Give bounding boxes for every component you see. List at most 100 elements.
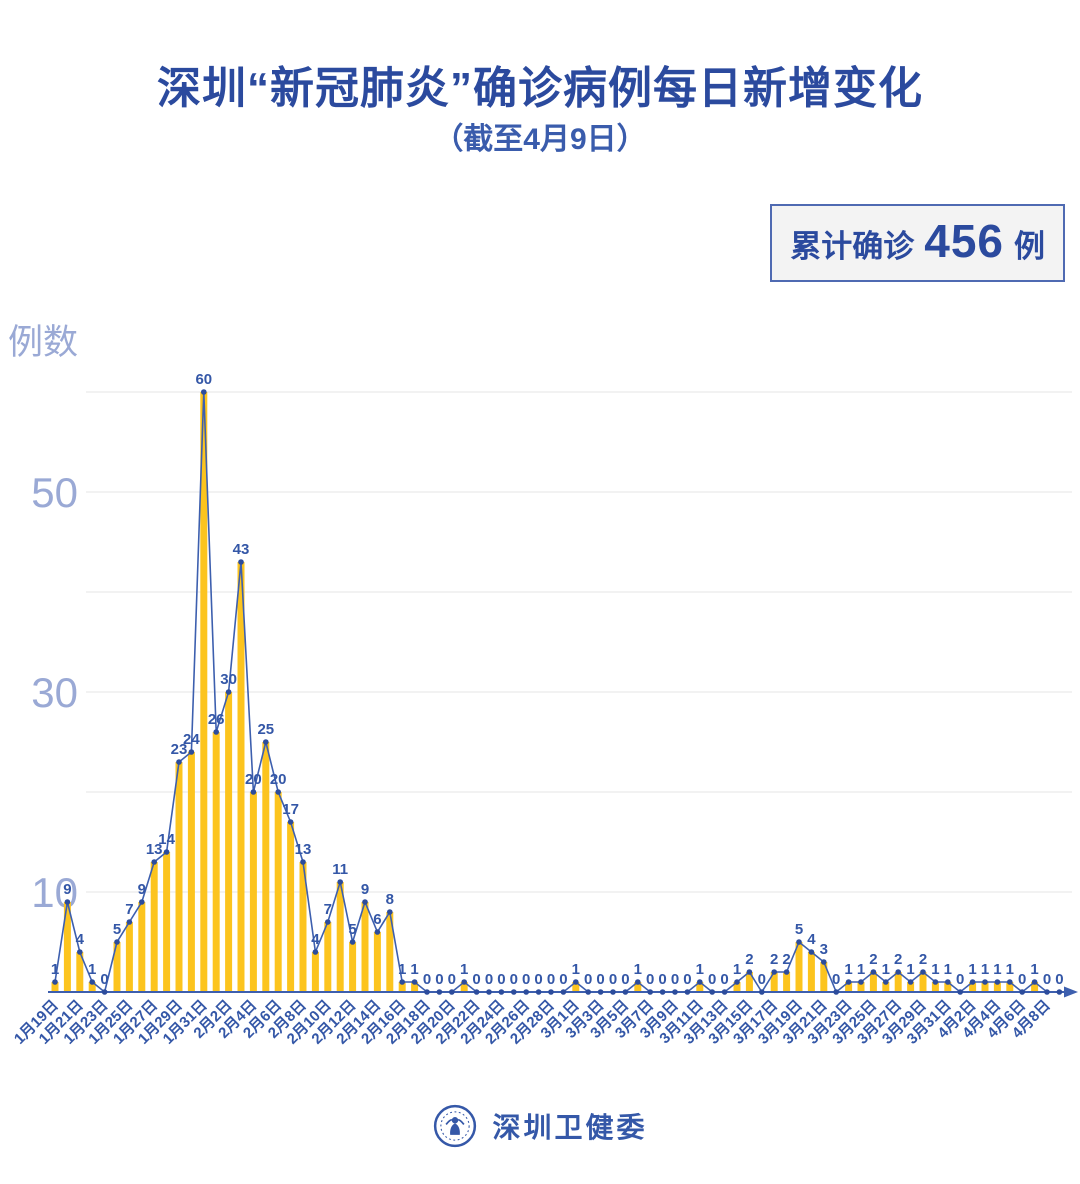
bar — [572, 982, 580, 992]
value-label: 2 — [894, 951, 902, 968]
value-label: 1 — [696, 961, 704, 978]
data-point — [808, 949, 815, 955]
value-label: 9 — [63, 881, 71, 898]
value-label: 4 — [76, 931, 85, 948]
value-label: 0 — [832, 971, 840, 988]
data-point — [659, 989, 666, 995]
bars — [51, 392, 1039, 992]
data-point — [163, 849, 170, 855]
data-point — [201, 389, 207, 395]
value-label: 1 — [857, 961, 865, 978]
value-label: 0 — [485, 971, 493, 988]
bar — [969, 982, 977, 992]
data-point — [399, 979, 406, 985]
bar — [63, 902, 71, 992]
bar — [783, 972, 791, 992]
value-label: 1 — [1030, 961, 1038, 978]
data-point — [89, 979, 95, 985]
bar — [287, 822, 295, 992]
value-label: 1 — [1006, 961, 1014, 978]
value-label: 26 — [208, 711, 225, 728]
data-point — [387, 909, 393, 915]
value-label: 0 — [956, 971, 964, 988]
value-label: 1 — [572, 961, 580, 978]
bar — [869, 972, 877, 992]
data-point — [349, 939, 356, 945]
cumulative-total-badge: 累计确诊 456 例 — [770, 204, 1065, 282]
y-tick-label: 50 — [31, 469, 78, 516]
value-label: 5 — [348, 921, 356, 938]
value-label: 0 — [609, 971, 617, 988]
data-point — [188, 749, 195, 755]
value-label: 0 — [683, 971, 691, 988]
bar — [386, 912, 394, 992]
value-label: 25 — [257, 721, 274, 738]
data-point — [77, 949, 83, 955]
value-label: 9 — [361, 881, 369, 898]
value-label: 30 — [220, 671, 237, 688]
value-label: 5 — [795, 921, 803, 938]
bar — [1006, 982, 1014, 992]
bar — [113, 942, 121, 992]
value-label: 0 — [534, 971, 542, 988]
bar — [274, 792, 282, 992]
shenzhen-health-logo-icon — [434, 1104, 477, 1148]
value-label: 0 — [435, 971, 443, 988]
value-label: 43 — [233, 541, 250, 558]
data-point — [1031, 979, 1038, 985]
bar — [187, 752, 195, 992]
data-point — [424, 989, 430, 995]
bar — [51, 982, 59, 992]
data-point — [548, 989, 554, 995]
footer: 深圳卫健委 — [0, 1103, 1080, 1149]
value-label: 23 — [171, 741, 188, 758]
data-point — [945, 979, 951, 985]
data-point — [920, 969, 926, 975]
value-label: 1 — [733, 961, 741, 978]
data-point — [151, 859, 157, 865]
value-label: 11 — [332, 861, 348, 878]
value-label: 1 — [844, 961, 852, 978]
data-point — [473, 989, 480, 995]
data-point — [1056, 989, 1063, 995]
value-label: 6 — [373, 911, 381, 928]
cumulative-unit: 例 — [1014, 229, 1045, 264]
data-point — [535, 989, 542, 995]
value-label: 9 — [138, 881, 146, 898]
data-point — [895, 969, 901, 975]
bar — [981, 982, 989, 992]
bar — [733, 982, 741, 992]
data-point — [64, 899, 71, 905]
value-label: 0 — [1043, 971, 1051, 988]
value-label: 1 — [398, 961, 406, 978]
bar — [361, 902, 369, 992]
data-point — [312, 949, 319, 955]
data-point — [610, 989, 616, 995]
data-point — [932, 979, 939, 985]
bar — [460, 982, 468, 992]
data-point — [213, 729, 219, 735]
value-label: 0 — [448, 971, 456, 988]
value-label: 1 — [88, 961, 96, 978]
bar — [411, 982, 419, 992]
bar — [138, 902, 146, 992]
bar — [1031, 982, 1039, 992]
x-tick-labels: 1月19日1月21日1月23日1月25日1月27日1月29日1月31日2月2日2… — [11, 997, 1054, 1048]
data-point — [1007, 979, 1013, 985]
data-point — [436, 989, 443, 995]
bar — [200, 392, 208, 992]
data-point — [52, 979, 58, 985]
data-points — [52, 389, 1063, 995]
value-label: 14 — [158, 831, 175, 848]
data-point — [300, 859, 306, 865]
value-label: 3 — [820, 941, 828, 958]
bar — [324, 922, 332, 992]
data-point — [1044, 989, 1050, 995]
value-labels: 1941057913142324602630432025201713471159… — [51, 371, 1064, 988]
value-label: 0 — [423, 971, 431, 988]
bar — [237, 562, 245, 992]
bar — [349, 942, 357, 992]
value-label: 4 — [311, 931, 320, 948]
data-point — [907, 979, 914, 985]
value-label: 0 — [584, 971, 592, 988]
